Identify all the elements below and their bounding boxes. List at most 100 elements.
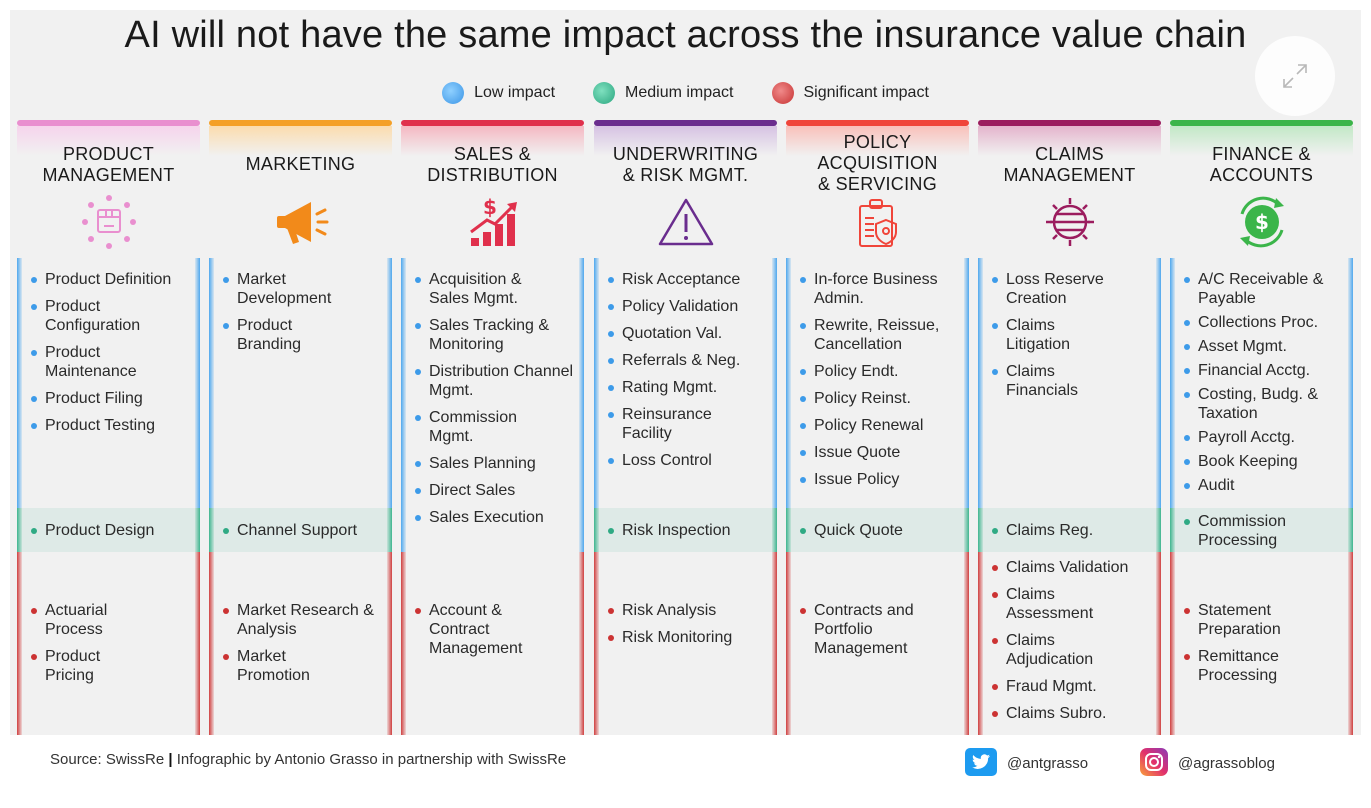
column-heading: FINANCE & ACCOUNTS [1209,144,1314,185]
instagram-handle: @agrassoblog [1178,754,1275,772]
list-item: Acquisition & Sales Mgmt. [415,270,540,308]
list-item: Product Filing [31,389,192,408]
column-accent-bar [594,120,777,126]
zone-low-impact: In-force Business Admin. Rewrite, Reissu… [786,258,969,508]
list-item: Product Testing [31,416,192,435]
twitter-link[interactable]: @antgrasso [965,748,1088,776]
list-item: Claims Financials [992,362,1092,400]
list-item: Policy Reinst. [800,389,961,408]
list-item: Claims Litigation [992,316,1092,354]
legend-swatch-low [442,82,465,104]
list-item: Rating Mgmt. [608,378,769,397]
list-item: Commission Mgmt. [415,408,545,446]
column-accent-bar [209,120,392,126]
list-item: Product Definition [31,270,192,289]
list-item: Statement Preparation [1184,601,1294,639]
list-item: Contracts and Portfolio Management [800,601,930,658]
list-item: Direct Sales [415,481,576,500]
list-item: Remittance Processing [1184,647,1294,685]
zone-medium-impact: Quick Quote [786,508,969,552]
column-accent-bar [401,120,584,126]
list-item: Quick Quote [800,521,961,540]
zone-significant-impact: Market Research & Analysis Market Promot… [209,552,392,735]
list-item: In-force Business Admin. [800,270,961,308]
zone-low-impact: Product Definition Product Configuration… [17,258,200,508]
zone-medium-impact: Channel Support [209,508,392,552]
list-item: Issue Policy [800,470,961,489]
zone-significant-impact: Account & Contract Management [401,552,584,735]
claims-gear-icon [1046,198,1094,246]
column-claims-management: CLAIMS MANAGEMENT Loss Reserve Creation … [978,120,1161,735]
list-item: Issue Quote [800,443,961,462]
list-item: Product Configuration [31,297,192,335]
list-item: Referrals & Neg. [608,351,769,370]
zone-low-impact: A/C Receivable & Payable Collections Pro… [1170,258,1353,508]
policy-document-icon [859,199,897,247]
list-item: Market Promotion [223,647,333,685]
column-heading: PRODUCT MANAGEMENT [42,144,175,185]
svg-text:$: $ [483,195,497,219]
list-item: Account & Contract Management [415,601,540,658]
list-item: Product Pricing [31,647,131,685]
list-item: Sales Tracking & Monitoring [415,316,555,354]
list-item: Costing, Budg. & Taxation [1184,385,1319,423]
list-item: Claims Adjudication [992,631,1102,669]
legend-item-low: Low impact [442,82,555,104]
zone-significant-impact: Claims Validation Claims Assessment Clai… [978,552,1161,735]
list-item: Payroll Acctg. [1184,428,1345,447]
list-item: Risk Monitoring [608,628,769,647]
zone-significant-impact: Contracts and Portfolio Management [786,552,969,735]
zone-medium-impact [401,508,584,552]
twitter-icon [965,748,997,776]
instagram-link[interactable]: @agrassoblog [1140,748,1275,776]
zone-low-impact: Loss Reserve Creation Claims Litigation … [978,258,1161,508]
list-item: A/C Receivable & Payable [1184,270,1334,308]
list-item: Claims Subro. [992,704,1153,723]
list-item: Claims Reg. [992,521,1153,540]
legend-swatch-medium [593,82,616,104]
zone-significant-impact: Risk Analysis Risk Monitoring [594,552,777,735]
list-item: Market Development [223,270,348,308]
list-item: Channel Support [223,521,384,540]
list-item: Fraud Mgmt. [992,677,1153,696]
megaphone-icon [277,202,329,244]
legend-item-medium: Medium impact [593,82,734,104]
list-item: Policy Validation [608,297,769,316]
list-item: Sales Execution [415,508,576,527]
column-heading: MARKETING [245,154,356,174]
list-item: Loss Reserve Creation [992,270,1117,308]
list-item: Collections Proc. [1184,313,1345,332]
list-item: Claims Validation [992,558,1153,577]
zone-medium-impact: Product Design [17,508,200,552]
dollar-cycle-icon: $ [1240,196,1284,248]
list-item: Distribution Channel Mgmt. [415,362,576,400]
list-item: Product Design [31,521,192,540]
list-item: Product Branding [223,316,333,354]
list-item: Actuarial Process [31,601,131,639]
zone-low-impact: Risk Acceptance Policy Validation Quotat… [594,258,777,508]
list-item: Reinsurance Facility [608,405,728,443]
list-item: Commission Processing [1184,512,1304,550]
list-item: Claims Assessment [992,585,1093,623]
column-accent-bar [978,120,1161,126]
separator: | [168,751,173,768]
column-sales-distribution: SALES & DISTRIBUTION $ Acquisition & Sal… [401,120,584,735]
column-product-management: PRODUCT MANAGEMENT Product Definition Pr… [17,120,200,735]
svg-text:$: $ [1255,210,1269,234]
list-item: Rewrite, Reissue, Cancellation [800,316,961,354]
zone-significant-impact: Statement Preparation Remittance Process… [1170,552,1353,735]
list-item: Sales Planning [415,454,576,473]
footer: Source: SwissRe | Infographic by Antonio… [0,748,1371,778]
list-item: Financial Acctg. [1184,361,1345,380]
column-underwriting-risk: UNDERWRITING & RISK MGMT. Risk Acceptanc… [594,120,777,735]
expand-button[interactable] [1255,36,1335,116]
column-accent-bar [786,120,969,126]
product-box-icon [82,195,136,249]
column-heading: SALES & DISTRIBUTION [427,144,558,185]
warning-triangle-icon [658,198,714,246]
list-item: Audit [1184,476,1345,495]
zone-significant-impact: Actuarial Process Product Pricing [17,552,200,735]
legend: Low impact Medium impact Significant imp… [0,82,1371,104]
list-item: Policy Endt. [800,362,961,381]
legend-swatch-significant [771,82,794,104]
